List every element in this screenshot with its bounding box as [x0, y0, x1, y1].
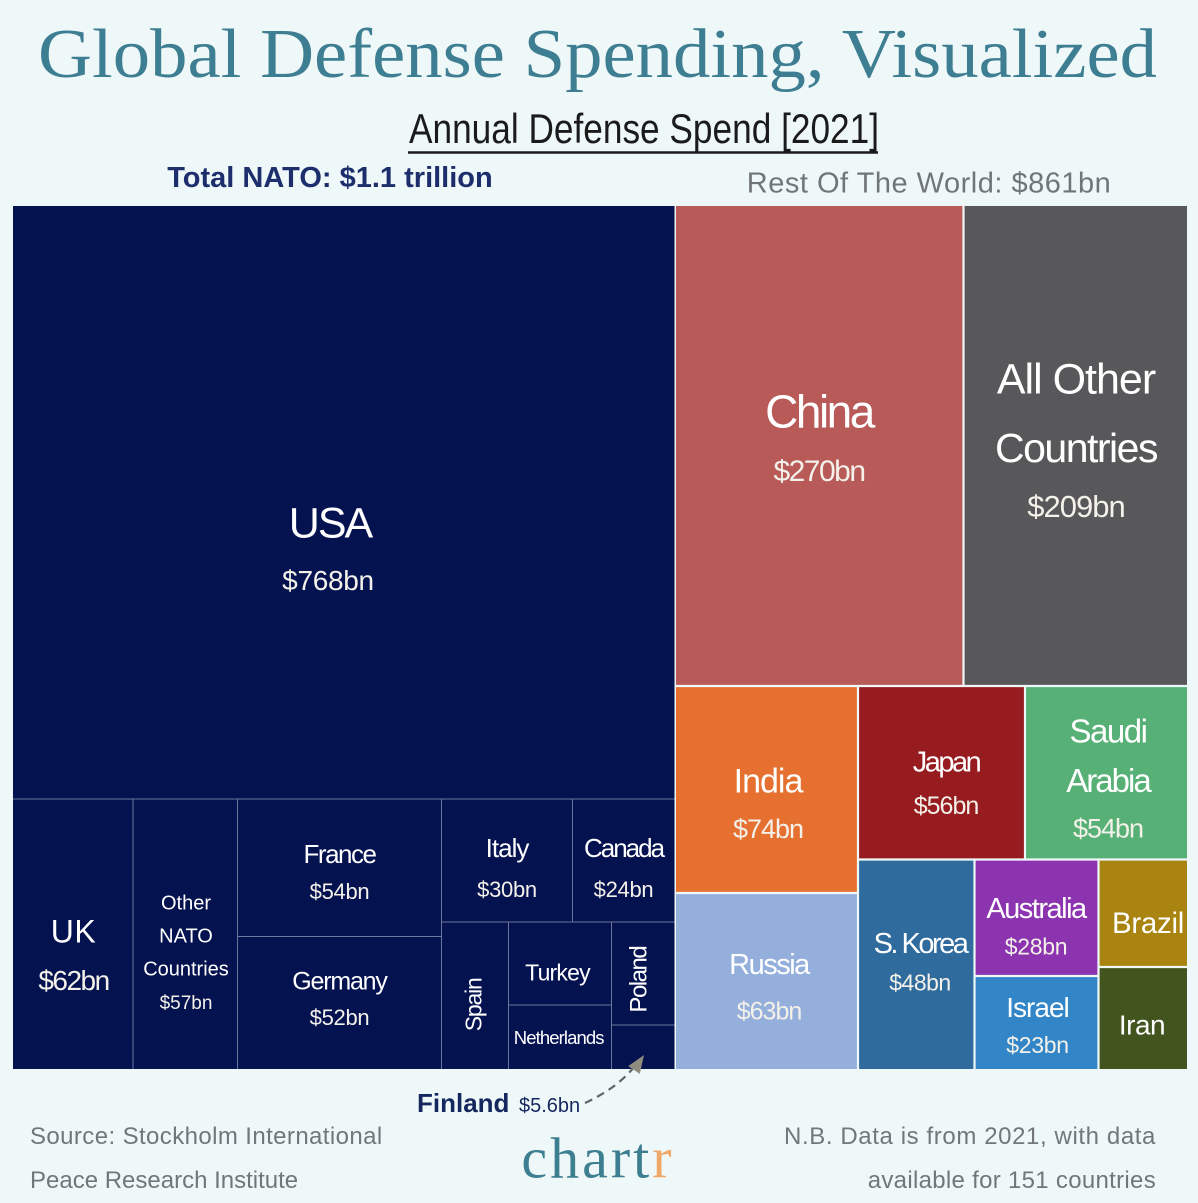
svg-text:$52bn: $52bn: [310, 1005, 370, 1030]
svg-text:Italy: Italy: [486, 833, 530, 863]
svg-text:Other: Other: [161, 892, 211, 914]
svg-text:Brazil: Brazil: [1112, 907, 1184, 940]
svg-text:Source: Stockholm Internationa: Source: Stockholm International: [30, 1123, 383, 1150]
svg-text:N.B. Data is from 2021, with d: N.B. Data is from 2021, with data: [784, 1123, 1156, 1150]
svg-text:$5.6bn: $5.6bn: [519, 1095, 580, 1117]
svg-text:Countries: Countries: [143, 959, 229, 981]
svg-text:Saudi: Saudi: [1070, 713, 1147, 750]
svg-text:Peace Research Institute: Peace Research Institute: [30, 1167, 298, 1194]
svg-text:India: India: [734, 763, 804, 801]
svg-text:Finland: Finland: [417, 1088, 509, 1118]
svg-text:$54bn: $54bn: [310, 879, 370, 904]
svg-text:Global Defense Spending, Visua: Global Defense Spending, Visualized: [38, 16, 1157, 93]
svg-text:Canada: Canada: [584, 833, 666, 863]
svg-text:$74bn: $74bn: [733, 814, 803, 844]
svg-text:S. Korea: S. Korea: [874, 928, 970, 960]
svg-text:Poland: Poland: [626, 947, 653, 1013]
svg-text:Rest Of The World: $861bn: Rest Of The World: $861bn: [747, 168, 1111, 200]
svg-text:Annual Defense Spend [2021]: Annual Defense Spend [2021]: [409, 105, 879, 152]
svg-text:UK: UK: [51, 913, 96, 949]
svg-text:available for 151 countries: available for 151 countries: [868, 1167, 1156, 1194]
svg-text:$54bn: $54bn: [1073, 814, 1143, 844]
svg-text:$24bn: $24bn: [594, 877, 654, 902]
svg-text:Arabia: Arabia: [1066, 762, 1152, 799]
svg-text:chartr: chartr: [521, 1126, 674, 1191]
svg-text:$48bn: $48bn: [889, 970, 950, 996]
svg-text:Israel: Israel: [1006, 992, 1068, 1023]
svg-text:$56bn: $56bn: [914, 792, 979, 820]
svg-text:China: China: [765, 386, 876, 438]
svg-text:$63bn: $63bn: [737, 998, 802, 1026]
svg-text:Japan: Japan: [913, 747, 981, 779]
svg-text:$28bn: $28bn: [1005, 934, 1067, 960]
svg-text:$209bn: $209bn: [1027, 489, 1124, 524]
svg-text:$768bn: $768bn: [282, 565, 374, 596]
svg-text:Australia: Australia: [986, 893, 1088, 925]
svg-text:Iran: Iran: [1119, 1009, 1165, 1040]
svg-text:Total NATO: $1.1 trillion: Total NATO: $1.1 trillion: [167, 162, 492, 194]
svg-text:Netherlands: Netherlands: [514, 1027, 605, 1048]
svg-text:$30bn: $30bn: [477, 877, 537, 902]
svg-text:Spain: Spain: [460, 978, 486, 1031]
svg-text:$62bn: $62bn: [38, 965, 108, 996]
svg-text:$23bn: $23bn: [1006, 1032, 1068, 1058]
svg-text:Germany: Germany: [292, 968, 388, 996]
svg-text:NATO: NATO: [159, 926, 213, 948]
svg-text:Russia: Russia: [729, 949, 811, 981]
svg-text:Turkey: Turkey: [525, 959, 591, 985]
svg-text:$57bn: $57bn: [160, 993, 213, 1014]
svg-text:France: France: [304, 839, 377, 869]
svg-text:$270bn: $270bn: [773, 455, 864, 488]
svg-text:USA: USA: [289, 499, 374, 547]
svg-text:Countries: Countries: [995, 425, 1158, 471]
svg-text:All Other: All Other: [997, 355, 1156, 403]
